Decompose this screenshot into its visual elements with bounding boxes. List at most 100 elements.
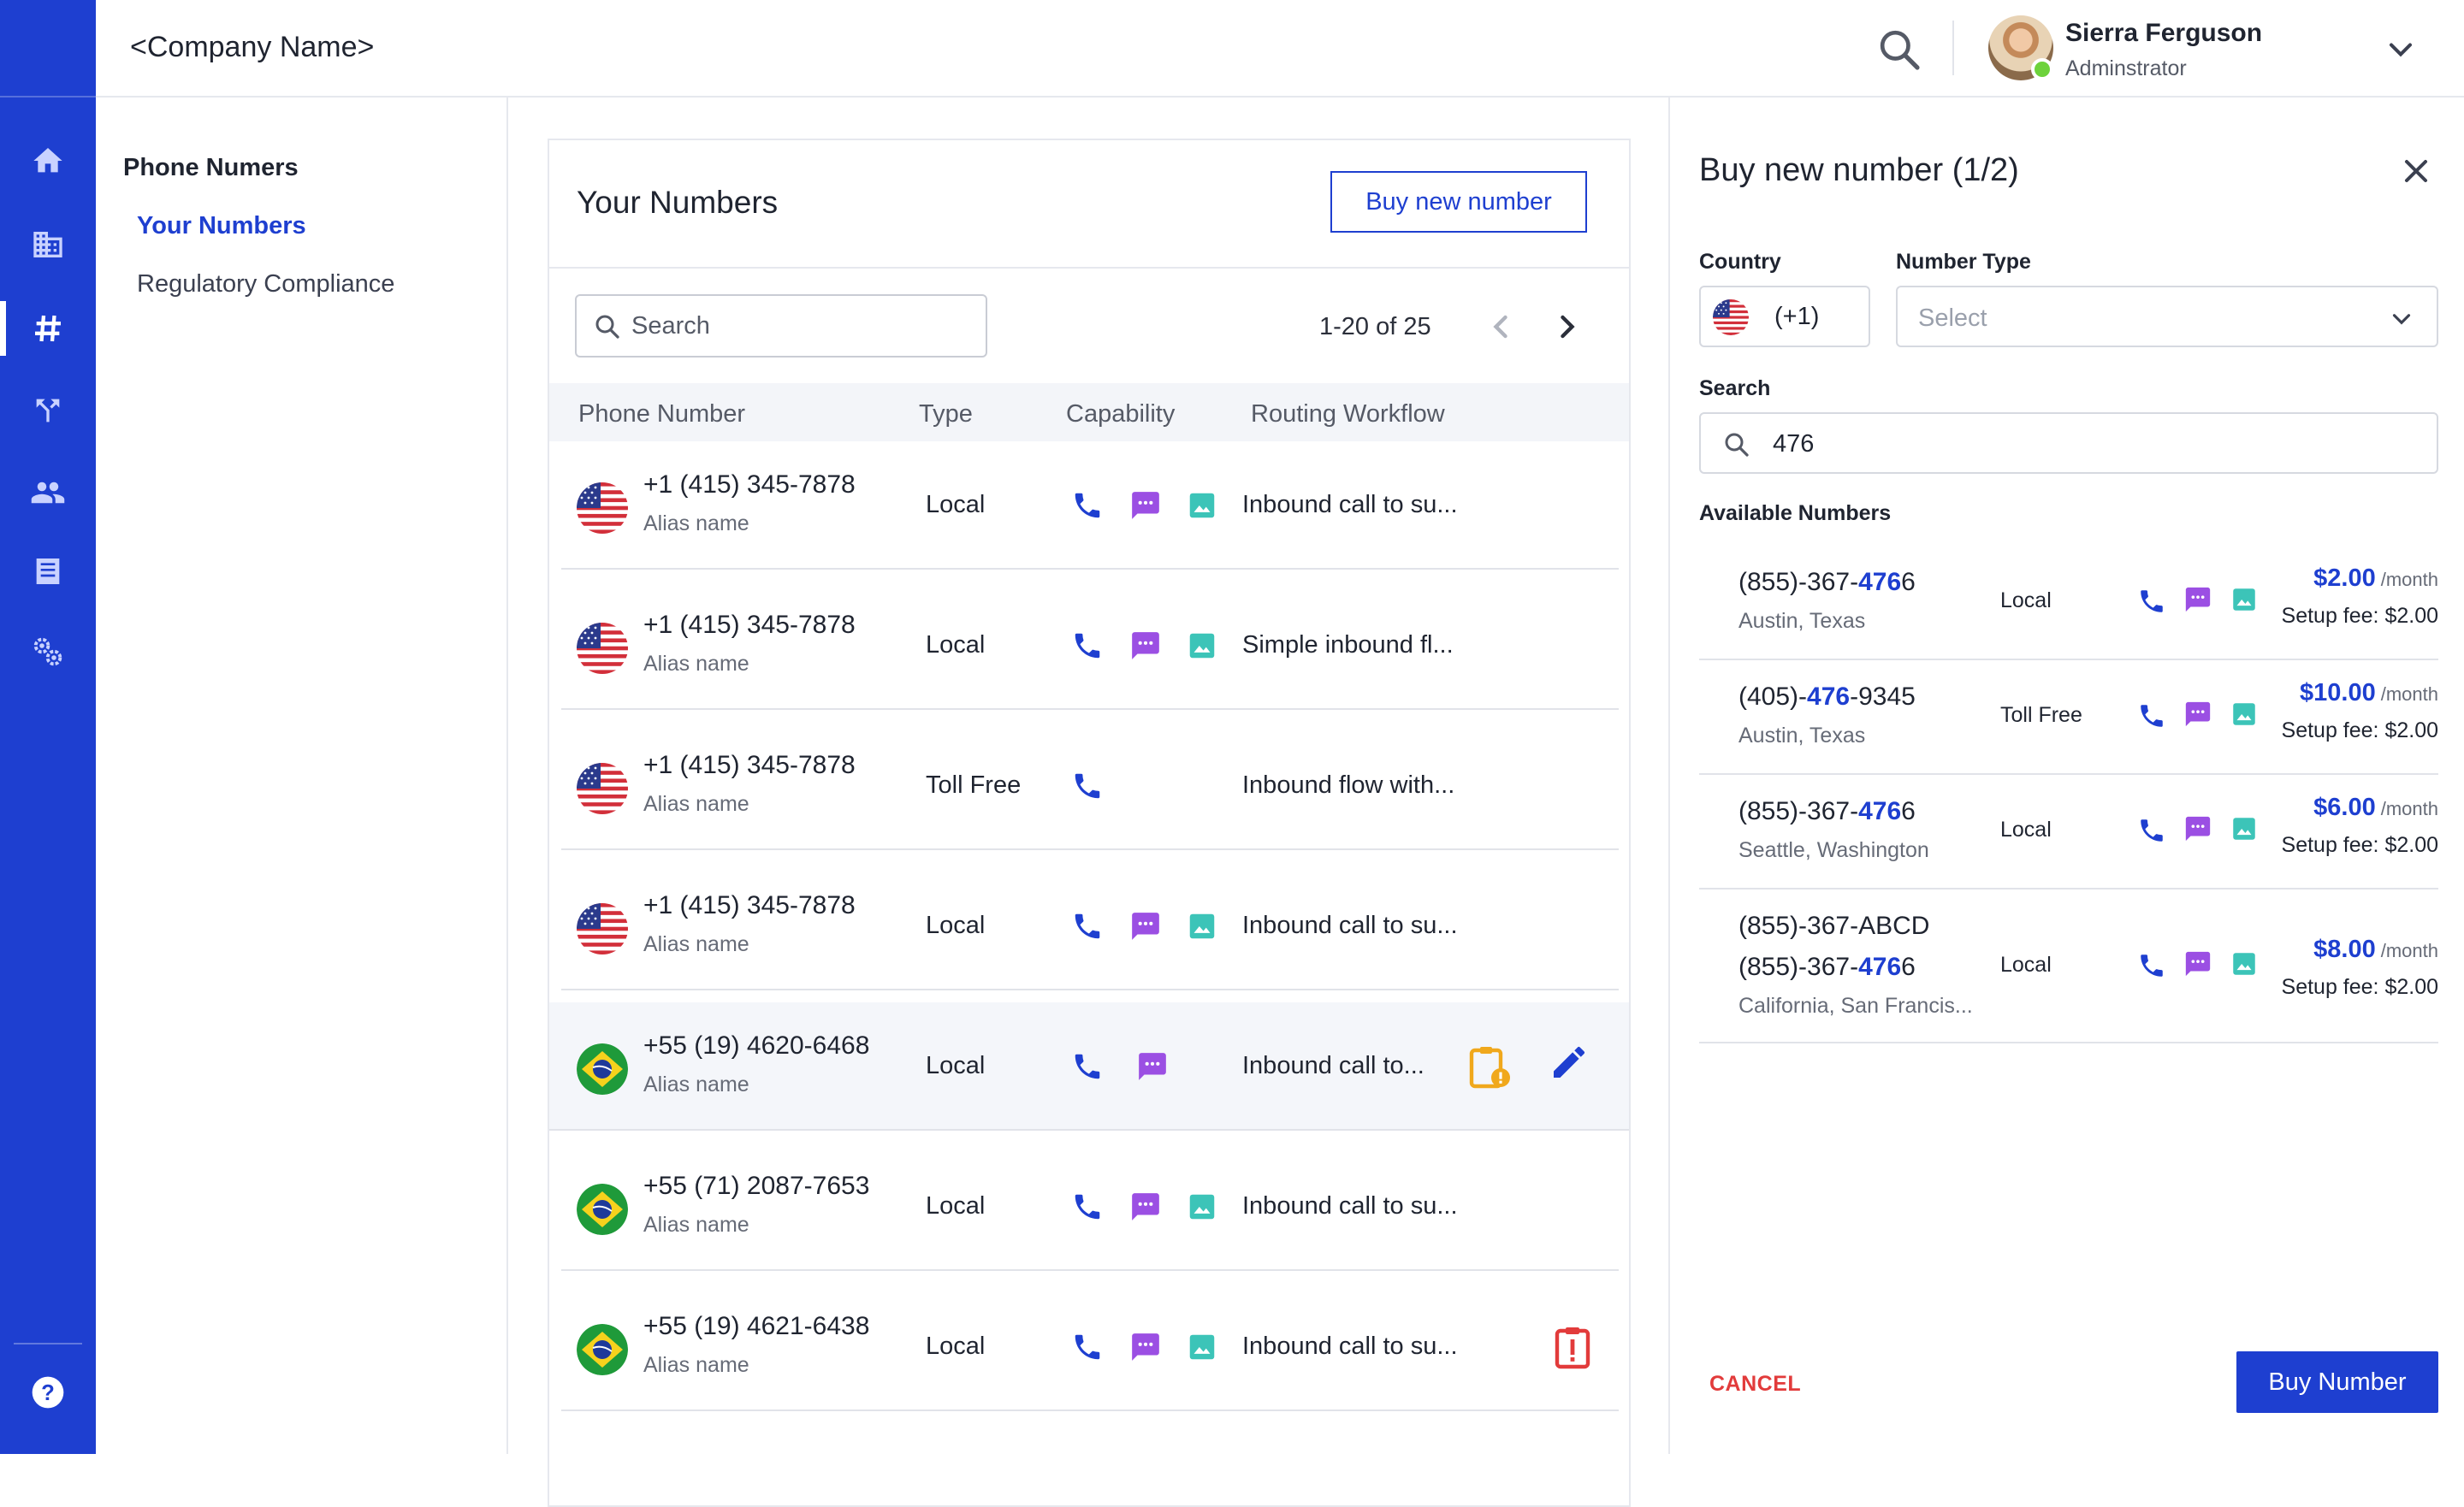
number-location: Austin, Texas bbox=[1738, 609, 1866, 633]
chevron-down-icon[interactable] bbox=[2382, 31, 2420, 68]
people-icon[interactable] bbox=[0, 458, 96, 527]
company-name: <Company Name> bbox=[130, 31, 375, 63]
number-type-select[interactable]: Select bbox=[1896, 286, 2438, 347]
numbers-card: Your Numbers Buy new number Search 1-20 … bbox=[548, 139, 1631, 1507]
available-number-item[interactable]: (855)-367-ABCD (855)-367-4766 California, … bbox=[1699, 889, 2438, 1043]
phone-icon bbox=[1071, 910, 1104, 943]
setup-fee: Setup fee: $2.00 bbox=[2281, 718, 2438, 742]
phone-number: +55 (19) 4621-6438 bbox=[643, 1312, 870, 1340]
clipboard-warning-icon[interactable] bbox=[1465, 1042, 1513, 1090]
price-value: $10.00 bbox=[2300, 679, 2376, 706]
phone-number: +1 (415) 345-7878 bbox=[643, 611, 856, 639]
list-icon[interactable] bbox=[0, 537, 96, 606]
price-value: $2.00 bbox=[2313, 564, 2376, 592]
price-period: /month bbox=[2380, 569, 2438, 590]
routing-workflow[interactable]: Inbound call to su... bbox=[1242, 1333, 1458, 1360]
mms-image-icon bbox=[1186, 1191, 1218, 1223]
number-prefix: (855)-367- bbox=[1738, 568, 1859, 596]
number-prefix: (405)- bbox=[1738, 683, 1808, 711]
sms-icon bbox=[2183, 585, 2212, 614]
phone-icon bbox=[1071, 1191, 1104, 1223]
svg-text:?: ? bbox=[41, 1381, 55, 1405]
brazil-flag-icon bbox=[577, 1324, 628, 1375]
table-row[interactable]: +1 (415) 345-7878 Alias name Local Simple i… bbox=[561, 582, 1619, 710]
number-search-value: 476 bbox=[1773, 430, 1815, 458]
subnav-title: Phone Numers bbox=[123, 154, 299, 181]
number-prefix: (855)-367- bbox=[1738, 797, 1859, 825]
number-suffix: -9345 bbox=[1850, 683, 1916, 711]
mms-image-icon bbox=[1186, 629, 1218, 662]
table-row[interactable]: +1 (415) 345-7878 Alias name Local Inbound … bbox=[561, 862, 1619, 990]
price-period: /month bbox=[2380, 798, 2438, 819]
mms-image-icon bbox=[2230, 949, 2259, 978]
routing-workflow[interactable]: Simple inbound fl... bbox=[1242, 631, 1454, 659]
price-period: /month bbox=[2380, 940, 2438, 961]
us-flag-icon bbox=[1713, 299, 1749, 335]
available-number-item[interactable]: (405)-476-9345 Austin, Texas Toll Free $10.… bbox=[1699, 660, 2438, 775]
number-search-input[interactable]: 476 bbox=[1699, 412, 2438, 474]
available-number-item[interactable]: (855)-367-4766 Seattle, Washington Local $6… bbox=[1699, 775, 2438, 889]
number-type: Toll Free bbox=[926, 771, 1022, 799]
chevron-right-icon[interactable] bbox=[1549, 308, 1586, 346]
hash-icon[interactable] bbox=[0, 294, 96, 363]
search-label: Search bbox=[1699, 376, 1771, 400]
help-icon[interactable]: ? bbox=[0, 1358, 96, 1427]
routing-workflow[interactable]: Inbound call to... bbox=[1242, 1052, 1424, 1079]
monthly-price: $8.00/month bbox=[2313, 936, 2438, 964]
phone-icon bbox=[1071, 770, 1104, 802]
number-match: 476 bbox=[1858, 568, 1902, 596]
phone-number: +55 (71) 2087-7653 bbox=[643, 1172, 870, 1200]
panel-title: Buy new number (1/2) bbox=[1699, 152, 2019, 188]
routing-workflow[interactable]: Inbound call to su... bbox=[1242, 491, 1458, 518]
routing-workflow[interactable]: Inbound call to su... bbox=[1242, 1192, 1458, 1220]
number-type: Local bbox=[926, 912, 986, 939]
table-row[interactable]: +55 (71) 2087-7653 Alias name Local Inbound… bbox=[561, 1143, 1619, 1271]
routing-icon[interactable] bbox=[0, 376, 96, 445]
close-icon[interactable] bbox=[2397, 152, 2435, 190]
routing-workflow[interactable]: Inbound call to su... bbox=[1242, 912, 1458, 939]
clipboard-alert-icon[interactable] bbox=[1549, 1322, 1596, 1370]
building-icon[interactable] bbox=[0, 210, 96, 279]
us-flag-icon bbox=[577, 623, 628, 674]
edit-icon[interactable] bbox=[1549, 1042, 1596, 1090]
rail-header bbox=[0, 0, 96, 98]
available-number-type: Local bbox=[2000, 953, 2052, 977]
routing-workflow[interactable]: Inbound flow with... bbox=[1242, 771, 1455, 799]
brazil-flag-icon bbox=[577, 1043, 628, 1095]
table-row[interactable]: +1 (415) 345-7878 Alias name Toll Free Inbo… bbox=[561, 722, 1619, 850]
header-divider bbox=[1952, 21, 1954, 75]
subnav-item-regulatory-compliance[interactable]: Regulatory Compliance bbox=[137, 270, 395, 298]
search-input[interactable]: Search bbox=[575, 294, 987, 358]
available-number-type: Local bbox=[2000, 818, 2052, 842]
country-select[interactable]: (+1) bbox=[1699, 286, 1870, 347]
available-number: (855)-367-4766 bbox=[1738, 953, 1916, 982]
number-type: Local bbox=[926, 491, 986, 518]
chevron-left-icon[interactable] bbox=[1482, 308, 1519, 346]
buy-new-number-button[interactable]: Buy new number bbox=[1330, 171, 1587, 233]
table-row[interactable]: +1 (415) 345-7878 Alias name Local Inbound … bbox=[561, 441, 1619, 570]
phone-number: +1 (415) 345-7878 bbox=[643, 891, 856, 919]
number-location: Austin, Texas bbox=[1738, 724, 1866, 748]
number-type-placeholder: Select bbox=[1918, 304, 1987, 332]
settings-icon[interactable] bbox=[0, 618, 96, 686]
user-name: Sierra Ferguson bbox=[2065, 19, 2263, 47]
available-number-alt: (855)-367-ABCD bbox=[1738, 912, 1930, 940]
table-row[interactable]: +55 (19) 4620-6468 Alias name Local Inbound… bbox=[549, 1002, 1629, 1131]
brazil-flag-icon bbox=[577, 1184, 628, 1235]
subnav-item-your-numbers[interactable]: Your Numbers bbox=[137, 212, 306, 239]
sms-icon bbox=[2183, 700, 2212, 729]
alias-name: Alias name bbox=[643, 932, 749, 956]
cancel-button[interactable]: CANCEL bbox=[1709, 1372, 1802, 1396]
search-icon[interactable] bbox=[1875, 26, 1923, 74]
home-icon[interactable] bbox=[0, 127, 96, 195]
sms-icon bbox=[1129, 1331, 1162, 1363]
table-row[interactable]: +55 (19) 4621-6438 Alias name Local Inbound… bbox=[561, 1283, 1619, 1411]
buy-number-button[interactable]: Buy Number bbox=[2236, 1351, 2438, 1413]
available-number-item[interactable]: (855)-367-4766 Austin, Texas Local $2.00/mo… bbox=[1699, 546, 2438, 660]
pagination-label: 1-20 of 25 bbox=[1319, 313, 1431, 340]
number-prefix: (855)-367- bbox=[1738, 953, 1859, 981]
sms-icon bbox=[1129, 1191, 1162, 1223]
phone-number: +1 (415) 345-7878 bbox=[643, 470, 856, 499]
number-type: Local bbox=[926, 1192, 986, 1220]
monthly-price: $2.00/month bbox=[2313, 564, 2438, 593]
